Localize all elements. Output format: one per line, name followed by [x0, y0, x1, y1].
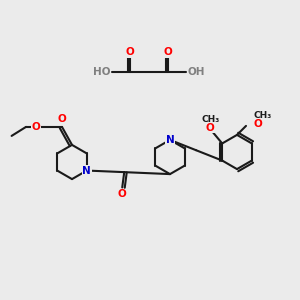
- Text: CH₃: CH₃: [254, 111, 272, 120]
- Text: N: N: [82, 166, 91, 176]
- Text: O: O: [31, 122, 40, 132]
- Text: N: N: [166, 135, 174, 145]
- Text: O: O: [254, 119, 263, 129]
- Text: O: O: [206, 123, 214, 133]
- Text: O: O: [164, 47, 172, 57]
- Text: O: O: [118, 189, 127, 200]
- Text: O: O: [58, 114, 66, 124]
- Text: CH₃: CH₃: [201, 115, 219, 124]
- Text: O: O: [126, 47, 134, 57]
- Text: HO: HO: [92, 67, 110, 77]
- Text: OH: OH: [188, 67, 206, 77]
